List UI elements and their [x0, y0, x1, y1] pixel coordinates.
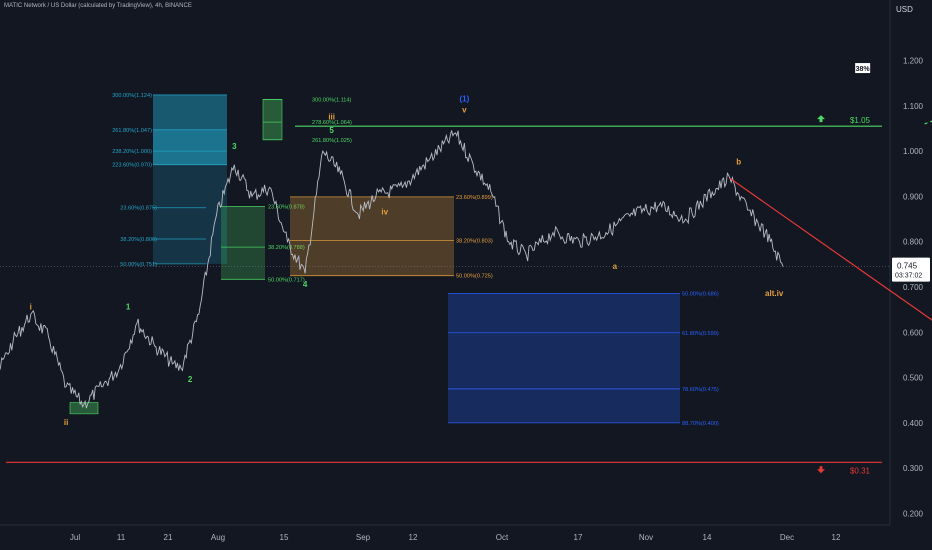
- fib-level-label: 238.20%(1.000): [112, 149, 152, 155]
- price-level-label: $0.31: [850, 466, 871, 475]
- fib-zone-blue: [448, 293, 680, 423]
- fib-level-label: 38.20%(0.788): [268, 245, 305, 251]
- fib-level-label: 300.00%(1.124): [112, 93, 152, 99]
- price-series-line: [0, 130, 784, 409]
- fib-level-label: 61.80%(0.599): [682, 331, 719, 337]
- x-tick-label: Nov: [639, 533, 653, 542]
- y-tick-label: 0.800: [903, 238, 924, 247]
- wave-label: a: [613, 262, 618, 271]
- wave-label: alt.iv: [765, 289, 784, 298]
- fib-band-cyan-0: [153, 94, 227, 130]
- fib-level-label: 50.00%(0.751): [120, 262, 157, 268]
- wave-label: iv: [381, 208, 388, 217]
- fib-level-label: 261.80%(1.025): [312, 138, 352, 144]
- currency-label: USD: [896, 5, 913, 14]
- fib-zone-green: [221, 206, 265, 280]
- x-tick-label: 17: [574, 533, 583, 542]
- wave-label: 1: [126, 303, 131, 312]
- y-tick-label: 0.200: [903, 510, 924, 519]
- x-tick-label: Aug: [211, 533, 225, 542]
- x-tick-label: Oct: [496, 533, 509, 542]
- y-tick-label: 1.000: [903, 147, 924, 156]
- fib-level-label: 38.20%(0.803): [456, 238, 493, 244]
- wave-label: 3: [232, 142, 237, 151]
- x-tick-label: 12: [832, 533, 841, 542]
- arrow-down-icon: [817, 466, 825, 474]
- x-tick-label: 15: [280, 533, 289, 542]
- wave-label: iii: [328, 112, 335, 121]
- y-tick-label: 0.700: [903, 283, 924, 292]
- wave-label: (1): [460, 94, 470, 103]
- fib-level-label: 50.00%(0.686): [682, 291, 719, 297]
- y-tick-label: 0.600: [903, 328, 924, 337]
- fib-zone-green-upper: [262, 99, 283, 141]
- fib-level-label: 23.60%(0.899): [456, 195, 493, 201]
- wave-label: b: [736, 158, 741, 167]
- fib-zone-orange: [290, 196, 454, 276]
- fib-level-label: 88.70%(0.400): [682, 421, 719, 427]
- x-tick-label: 21: [164, 533, 173, 542]
- x-tick-label: 11: [117, 533, 126, 542]
- arrow-up-icon: [817, 115, 825, 123]
- x-tick-label: 12: [409, 533, 418, 542]
- y-tick-label: 0.400: [903, 419, 924, 428]
- price-level-label: $1.05: [850, 116, 871, 125]
- fib-level-label: 300.00%(1.114): [312, 97, 352, 103]
- chart-header-symbol: MATIC Network / US Dollar (calculated by…: [4, 3, 192, 9]
- probability-badge-box: [854, 62, 872, 75]
- y-tick-label: 1.200: [903, 57, 924, 66]
- x-tick-label: Sep: [356, 533, 371, 542]
- wave-label: ii: [64, 418, 68, 427]
- fib-level-label: 23.60%(0.875): [120, 206, 157, 212]
- y-tick-label: 0.500: [903, 374, 924, 383]
- wave-label: 2: [188, 375, 193, 384]
- x-tick-label: Dec: [780, 533, 794, 542]
- y-tick-label: 1.100: [903, 102, 924, 111]
- fib-level-label: 50.00%(0.725): [456, 274, 493, 280]
- fib-level-label: 261.80%(1.047): [112, 128, 152, 134]
- fib-level-label: 78.60%(0.475): [682, 387, 719, 393]
- current-price-value: 0.745: [897, 262, 918, 271]
- fib-zone-cyan: [153, 94, 227, 264]
- fib-level-label: 23.60%(0.878): [268, 204, 305, 210]
- projection-line[interactable]: [729, 177, 932, 346]
- y-tick-label: 0.900: [903, 192, 924, 201]
- fib-level-label: 38.20%(0.806): [120, 237, 157, 243]
- wave-label: 4: [303, 280, 308, 289]
- fib-zone-green-ii: [69, 402, 99, 415]
- fib-level-label: 278.60%(1.064): [312, 120, 352, 126]
- projection-line[interactable]: [924, 74, 932, 125]
- wave-label: i: [30, 303, 32, 312]
- current-price-badge: [892, 257, 930, 282]
- x-tick-label: Jul: [70, 533, 80, 542]
- fib-level-label: 50.00%(0.717): [268, 277, 305, 283]
- fib-band-cyan-1: [153, 129, 227, 165]
- y-tick-label: 0.300: [903, 464, 924, 473]
- wave-label: 5: [329, 126, 334, 135]
- bar-countdown: 03:37:02: [895, 273, 922, 280]
- probability-badge: 38%: [856, 66, 871, 73]
- wave-label: v: [462, 106, 467, 115]
- fib-level-label: 223.60%(0.970): [112, 163, 152, 169]
- x-tick-label: 14: [703, 533, 712, 542]
